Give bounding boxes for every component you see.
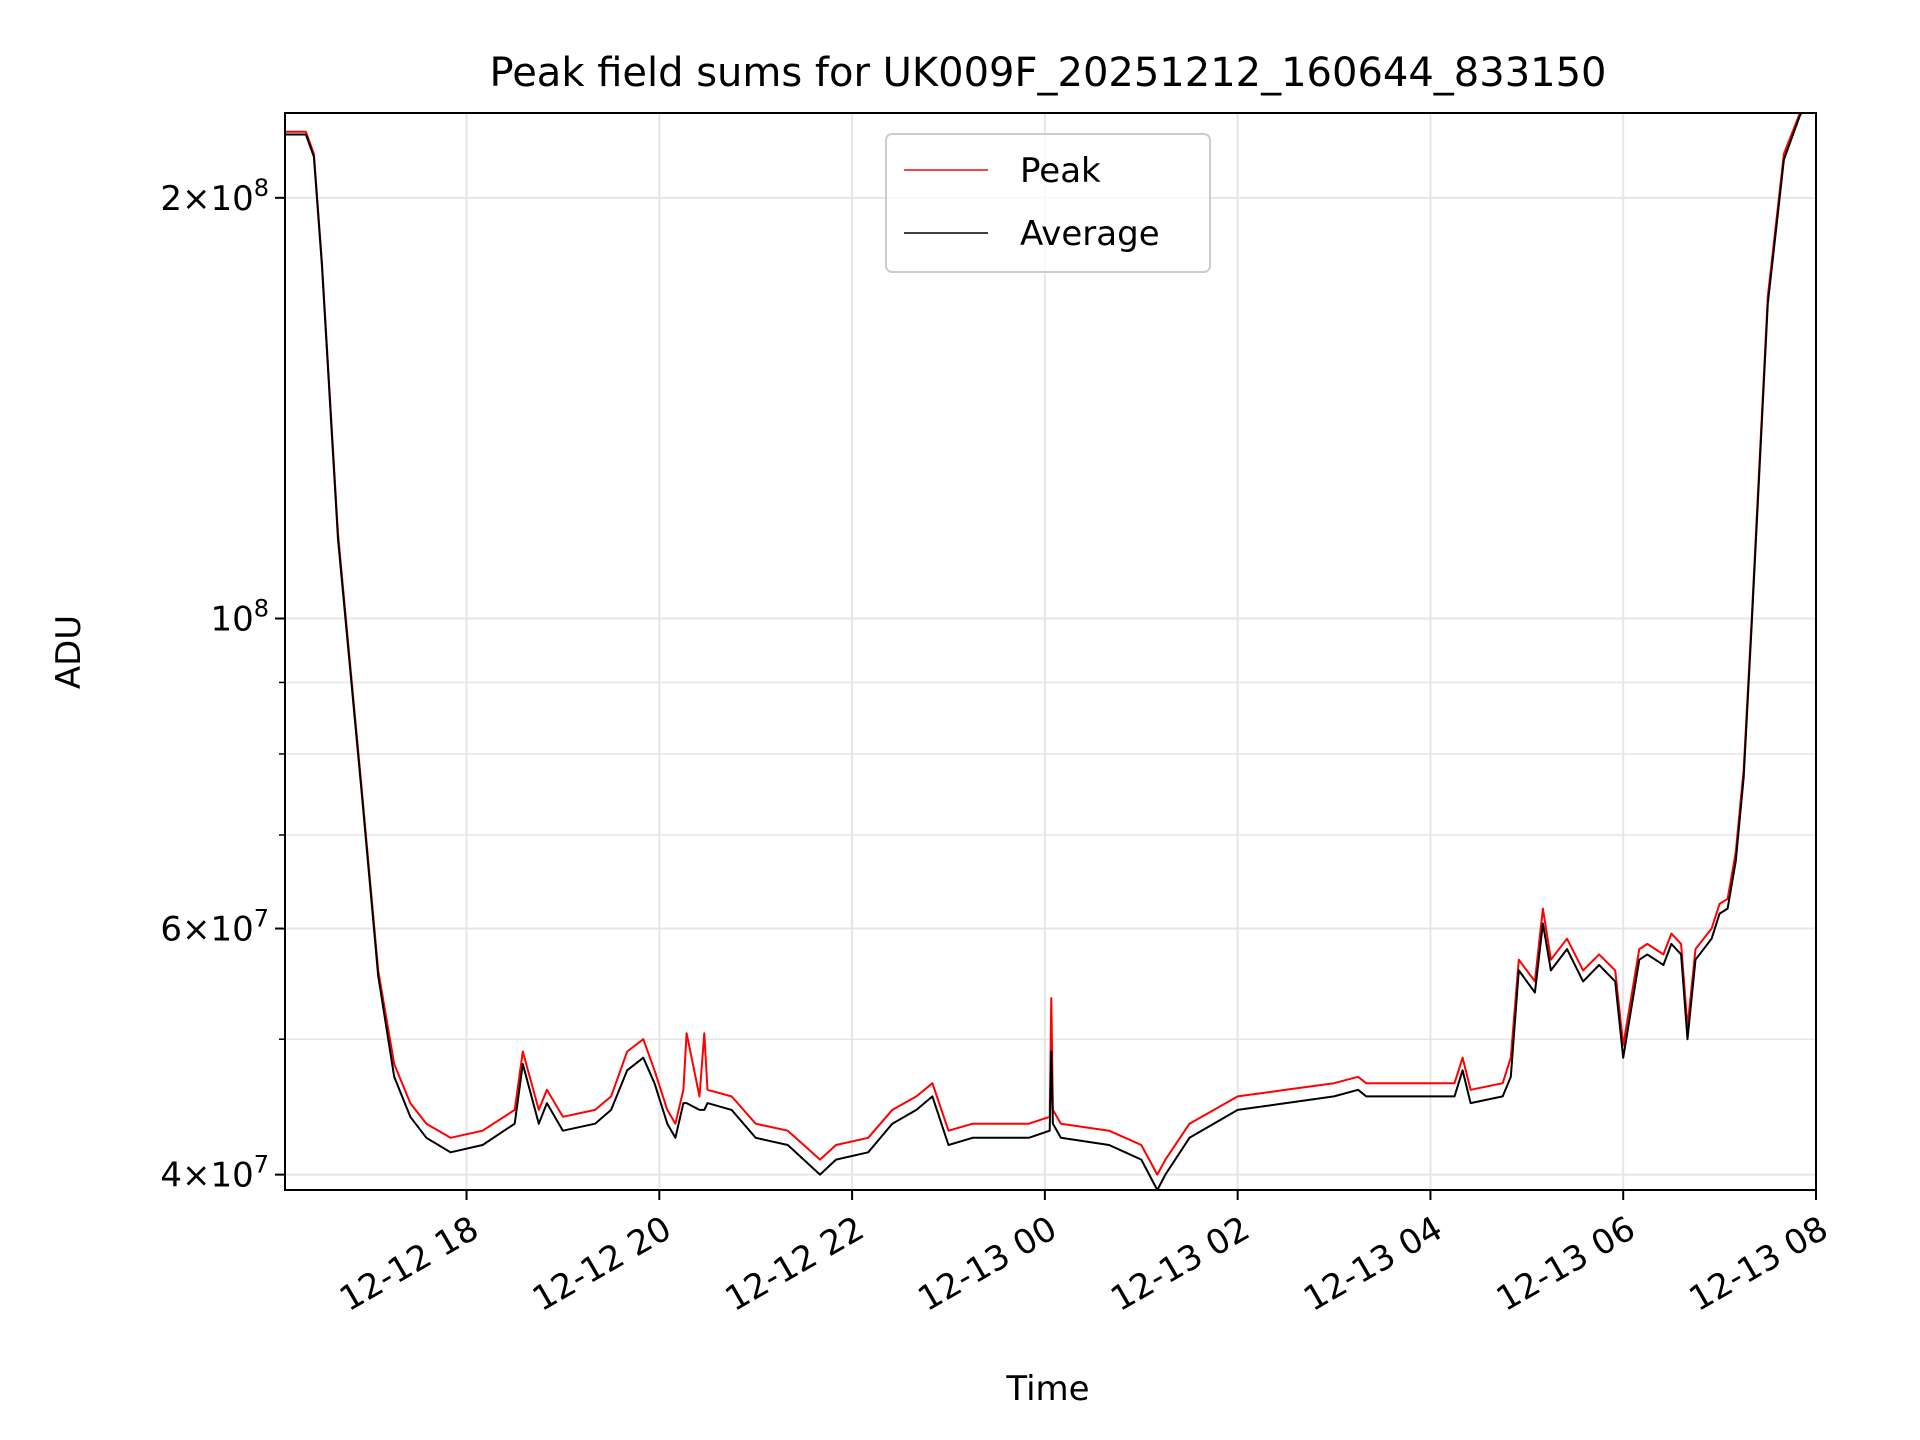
y-tick-label: 4×107 [160,1151,269,1196]
series-layer [285,113,1803,1190]
plot-frame [284,112,1817,1191]
series-line-peak [285,113,1802,1176]
series-line-average [285,113,1803,1190]
y-tick-label: 6×107 [160,905,269,950]
x-axis-label: Time [1005,1369,1089,1409]
y-axis-label: ADU [49,615,89,689]
legend-label-peak: Peak [1020,151,1101,191]
legend-label-average: Average [1020,214,1160,254]
legend-box [885,133,1211,273]
legend: Peak Average [885,133,1211,273]
y-tick-label: 108 [210,595,269,640]
chart-title: Peak field sums for UK009F_20251212_1606… [490,50,1607,96]
y-tick-label: 2×108 [160,174,269,219]
